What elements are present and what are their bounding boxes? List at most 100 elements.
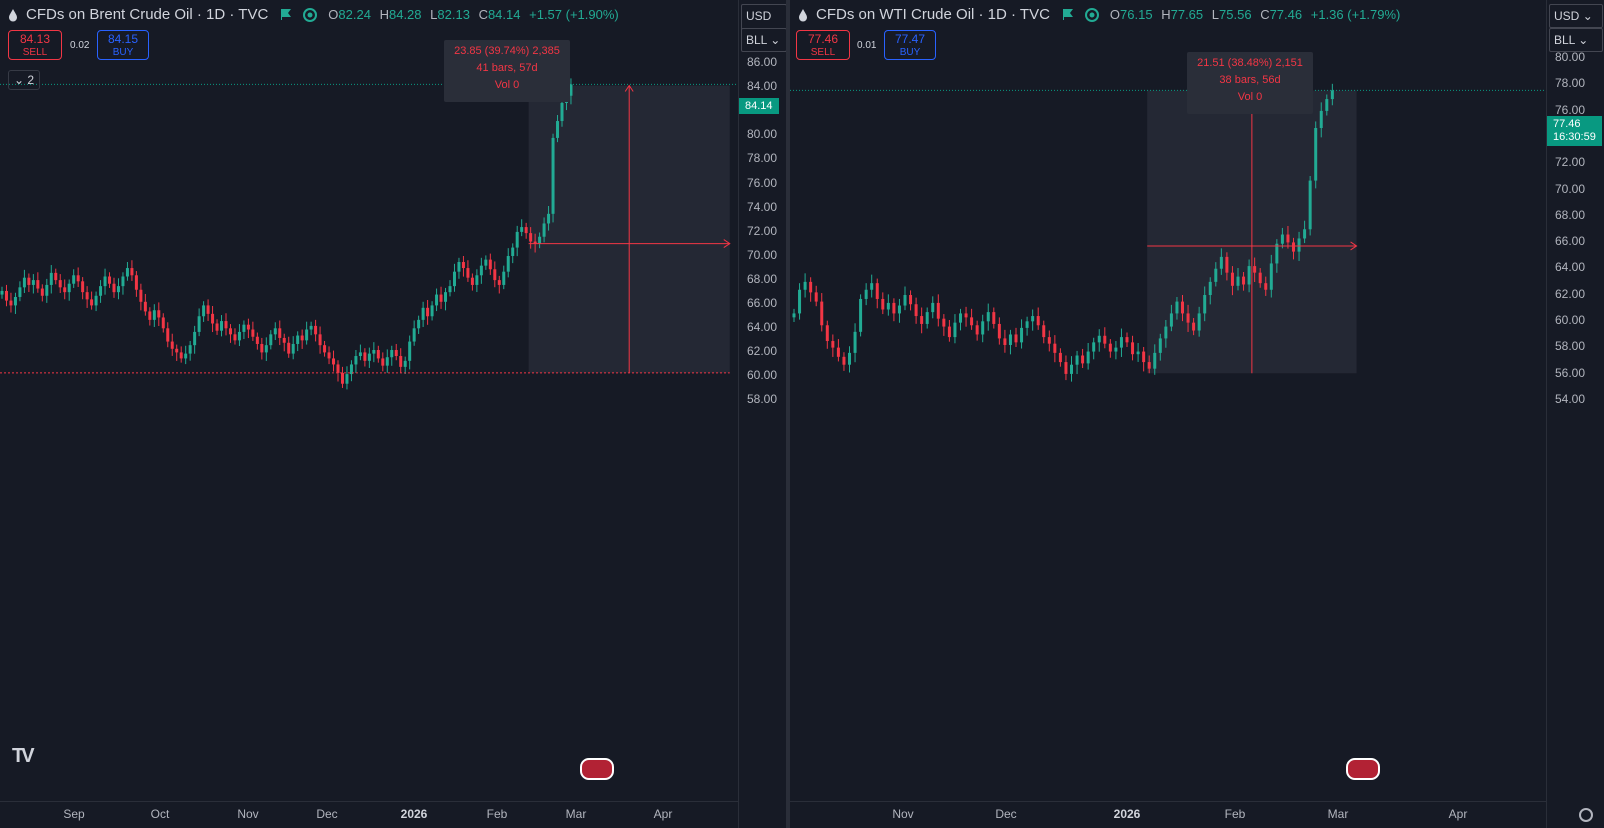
arrow-head-icon: [624, 84, 634, 92]
gear-icon[interactable]: [1579, 808, 1593, 822]
candle-body: [1119, 337, 1123, 348]
candle-body: [914, 304, 918, 317]
us-flag-icon[interactable]: [580, 758, 614, 780]
candle-body: [1070, 364, 1073, 374]
candle-body: [520, 227, 524, 232]
chevron-down-icon: ⌄: [1578, 33, 1589, 47]
low-label: L: [1211, 7, 1220, 22]
candle-body: [986, 312, 990, 322]
candle-body: [197, 316, 201, 332]
candle-body: [461, 262, 465, 269]
x-tick: Oct: [150, 807, 170, 821]
y-tick: 70.00: [1555, 181, 1586, 196]
candle-body: [287, 342, 291, 354]
buy-price: 77.47: [894, 32, 926, 46]
right-chart-pane[interactable]: CFDs on WTI Crude Oil · 1D · TVC O76.15 …: [790, 0, 1604, 828]
candle-body: [224, 321, 228, 329]
candle-body: [942, 318, 946, 327]
candle-body: [820, 301, 824, 326]
candle-body: [1058, 352, 1062, 363]
candle-body: [506, 256, 510, 272]
buy-price: 84.15: [107, 32, 139, 46]
right-unit-select[interactable]: BLL ⌄: [1549, 28, 1603, 52]
candle-body: [1042, 325, 1046, 338]
candle-body: [175, 348, 179, 353]
candle-body: [864, 289, 868, 299]
collapse-indicators-button[interactable]: ⌄ 2: [8, 70, 40, 90]
measure-volume: Vol 0: [1237, 91, 1263, 103]
x-tick: Apr: [1448, 807, 1468, 821]
candle-body: [931, 302, 935, 313]
candle-body: [112, 283, 116, 293]
left-measure-tooltip: 23.85 (39.74%) 2,385 41 bars, 57d Vol 0: [444, 40, 570, 102]
flag-icon[interactable]: [1062, 9, 1074, 20]
candle-body: [336, 364, 340, 373]
candle-body: [188, 345, 192, 354]
right-plot-area[interactable]: [790, 0, 1546, 802]
drop-icon: [9, 8, 17, 21]
candle-body: [1169, 313, 1173, 327]
candle-body: [1092, 342, 1096, 352]
left-unit-select[interactable]: BLL ⌄: [741, 28, 786, 52]
chevron-down-icon: ⌄: [13, 73, 25, 87]
eye-icon[interactable]: [1084, 7, 1100, 23]
y-tick: 78.00: [747, 151, 778, 166]
left-chart-pane[interactable]: CFDs on Brent Crude Oil · 1D · TVC O82.2…: [0, 0, 786, 828]
candle-body: [831, 341, 835, 348]
candle-body: [466, 268, 470, 278]
close-value: 84.14: [487, 7, 521, 22]
tradingview-logo[interactable]: TV: [12, 745, 34, 767]
candle-body: [1097, 335, 1101, 343]
right-sell-button[interactable]: 77.46 SELL: [796, 30, 850, 60]
candle-body: [255, 336, 259, 344]
candle-body: [242, 324, 246, 332]
candle-body: [493, 269, 497, 281]
candle-body: [264, 345, 268, 353]
candle-body: [1325, 99, 1329, 111]
y-tick: 60.00: [1555, 313, 1586, 327]
candle-body: [936, 302, 940, 319]
candle-body: [997, 323, 1001, 339]
candle-body: [836, 347, 840, 357]
bar-countdown: 16:30:59: [1553, 131, 1596, 143]
candle-body: [435, 294, 439, 306]
close-value: 77.46: [1269, 7, 1303, 22]
pane-divider[interactable]: [786, 0, 790, 828]
flag-icon[interactable]: [280, 9, 292, 20]
right-time-axis[interactable]: Nov Dec 2026 Feb Mar Apr: [790, 801, 1546, 828]
currency-value: USD: [746, 9, 772, 23]
y-tick: 78.00: [1555, 76, 1586, 91]
candle-body: [273, 328, 277, 335]
candle-body: [488, 259, 492, 270]
left-buy-button[interactable]: 84.15 BUY: [97, 30, 149, 60]
last-price: 77.46: [1553, 118, 1581, 130]
left-sell-button[interactable]: 84.13 SELL: [8, 30, 62, 60]
left-plot-area[interactable]: [0, 0, 738, 802]
right-spread: 0.01: [857, 40, 877, 51]
right-price-axis[interactable]: USD ⌄ BLL ⌄ 80.0078.0076.0074.0072.0070.…: [1546, 0, 1604, 828]
candle-body: [18, 287, 22, 297]
y-tick: 72.00: [747, 223, 778, 238]
candle-body: [206, 305, 210, 314]
candle-body: [90, 299, 94, 306]
us-flag-icon[interactable]: [1346, 758, 1380, 780]
right-currency-select[interactable]: USD ⌄: [1549, 4, 1603, 28]
candle-body: [282, 337, 286, 343]
candle-body: [94, 295, 98, 306]
low-label: L: [430, 7, 438, 22]
candle-body: [426, 307, 430, 317]
left-time-axis[interactable]: Sep Oct Nov Dec 2026 Feb Mar Apr: [0, 801, 738, 828]
candle-body: [1269, 263, 1273, 290]
y-tick: 72.00: [1555, 155, 1586, 170]
candle-body: [67, 283, 71, 293]
candle-body: [1086, 351, 1090, 364]
candle-body: [1114, 347, 1118, 352]
candle-body: [439, 294, 443, 302]
candle-body: [1008, 334, 1012, 345]
left-symbol-title[interactable]: CFDs on Brent Crude Oil · 1D · TVC: [26, 6, 269, 23]
candle-body: [349, 364, 353, 375]
left-price-axis[interactable]: USD ⌄ BLL ⌄ 86.0084.0082.0080.0078.0076.…: [738, 0, 786, 828]
right-symbol-title[interactable]: CFDs on WTI Crude Oil · 1D · TVC: [816, 6, 1050, 23]
eye-icon[interactable]: [302, 7, 318, 23]
right-buy-button[interactable]: 77.47 BUY: [884, 30, 936, 60]
